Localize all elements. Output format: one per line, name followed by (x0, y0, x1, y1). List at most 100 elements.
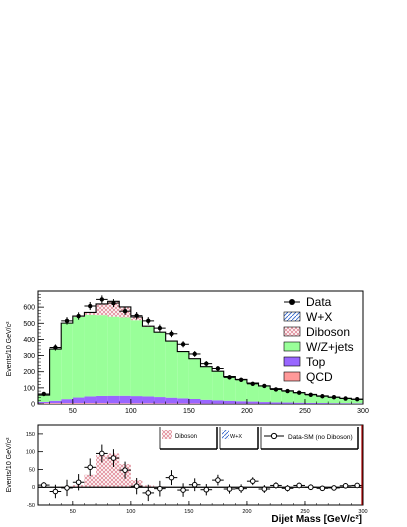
data-point (343, 396, 348, 401)
data-point (146, 318, 151, 324)
residual-legend-data: Data-SM (no Diboson) (260, 427, 359, 450)
legend-label-data: Data (306, 295, 332, 309)
bar-top (304, 402, 317, 404)
y-tick-label: 500 (23, 321, 35, 328)
residual-point (284, 485, 291, 492)
x-tick-label: 250 (300, 509, 309, 515)
main-legend: Data W+X Diboson W/Z+jets Top QCD (283, 295, 354, 384)
data-point (169, 331, 174, 336)
data-point (215, 366, 221, 371)
data-point (227, 375, 232, 380)
legend-label-wzjets: W/Z+jets (306, 340, 354, 354)
bar-top (119, 395, 131, 404)
bar-top (212, 400, 224, 404)
y-tick-label: 100 (26, 450, 35, 456)
residual-point (157, 485, 163, 492)
data-point (76, 313, 81, 319)
bar-qcd (96, 403, 108, 404)
legend-item-top: Top (283, 355, 326, 369)
residual-y-axis-label: Events/10 GeV/c² (6, 437, 13, 493)
residual-wx-swatch-icon (222, 430, 229, 439)
bar-qcd (130, 403, 143, 404)
y-tick-label: -50 (27, 503, 35, 509)
bar-diboson (107, 301, 120, 317)
y-tick-label: 400 (23, 337, 35, 344)
residual-point (75, 479, 82, 486)
legend-label-qcd: QCD (306, 370, 333, 384)
x-tick-label: 250 (299, 408, 311, 415)
residual-point (191, 481, 198, 488)
data-point (53, 345, 58, 350)
residual-point (307, 484, 314, 491)
residual-point (319, 485, 326, 492)
bar-top (130, 396, 143, 404)
bar-w-z-jets (96, 315, 108, 396)
data-point (64, 318, 70, 324)
data-point (134, 313, 139, 318)
bar-w-z-jets (281, 390, 294, 403)
data-point (122, 308, 128, 314)
residual-x-axis: 50 100 150 200 250 300 (37, 501, 368, 515)
bar-qcd (61, 403, 73, 404)
y-tick-label: 200 (23, 369, 35, 376)
data-point (111, 300, 116, 306)
bar-top (246, 401, 259, 404)
x-tick-label: 150 (183, 408, 195, 415)
residual-point (249, 478, 256, 484)
bar-w-z-jets (212, 371, 224, 401)
bar-w-z-jets (142, 327, 155, 397)
legend-item-data: Data (284, 295, 332, 309)
bar-top (61, 399, 73, 404)
bar-w-z-jets (49, 349, 62, 401)
legend-label-wx: W+X (306, 310, 332, 324)
bar-w-z-jets (154, 332, 166, 398)
data-point (273, 387, 279, 392)
data-point (192, 351, 197, 357)
residual-point (226, 486, 233, 492)
bar-w-z-jets (293, 392, 305, 403)
bar-w-z-jets (270, 388, 282, 403)
residual-point (354, 482, 360, 489)
bar-diboson (96, 303, 108, 316)
residual-point (180, 487, 186, 493)
residual-point (41, 482, 47, 488)
y-tick-label: 600 (23, 305, 35, 312)
top-y-axis-label: Events/10 GeV/c² (6, 321, 13, 377)
bar-w-z-jets (165, 341, 178, 398)
legend-label-diboson: Diboson (306, 325, 350, 339)
y-tick-label: 100 (23, 385, 35, 392)
x-tick-label: 150 (184, 509, 193, 515)
data-point (99, 297, 105, 302)
bar-diboson-residual (84, 474, 97, 488)
bar-w-z-jets (258, 385, 271, 403)
legend-label-top: Top (306, 355, 326, 369)
bar-top (328, 403, 340, 404)
residual-point (64, 485, 70, 491)
bar-qcd (38, 403, 50, 404)
legend-item-wx: W+X (283, 310, 332, 324)
bar-qcd (142, 403, 155, 404)
data-points (38, 295, 363, 402)
residual-point (215, 477, 221, 483)
bar-w-z-jets (200, 366, 213, 400)
residual-point (168, 474, 175, 481)
residual-legend-diboson: Diboson (159, 427, 218, 450)
residual-data-marker-icon (270, 432, 278, 440)
main-mass-plot: 50 100 150 200 250 300 0 100 200 300 400 500 600 Ev… (6, 290, 369, 415)
residual-point (296, 482, 302, 489)
data-point (204, 361, 209, 366)
bar-w-z-jets (130, 320, 143, 397)
bar-diboson (84, 312, 97, 315)
bar-top (339, 403, 352, 404)
bar-qcd (84, 403, 97, 404)
bar-top (200, 399, 213, 404)
legend-item-wzjets: W/Z+jets (283, 340, 354, 354)
x-tick-label: 50 (69, 408, 77, 415)
diboson-swatch-icon (283, 326, 301, 337)
residual-point (342, 483, 349, 489)
bar-top (316, 403, 329, 404)
residual-point (87, 464, 94, 471)
bar-top (281, 402, 294, 404)
x-tick-label: 100 (125, 408, 137, 415)
bar-top (84, 396, 97, 404)
